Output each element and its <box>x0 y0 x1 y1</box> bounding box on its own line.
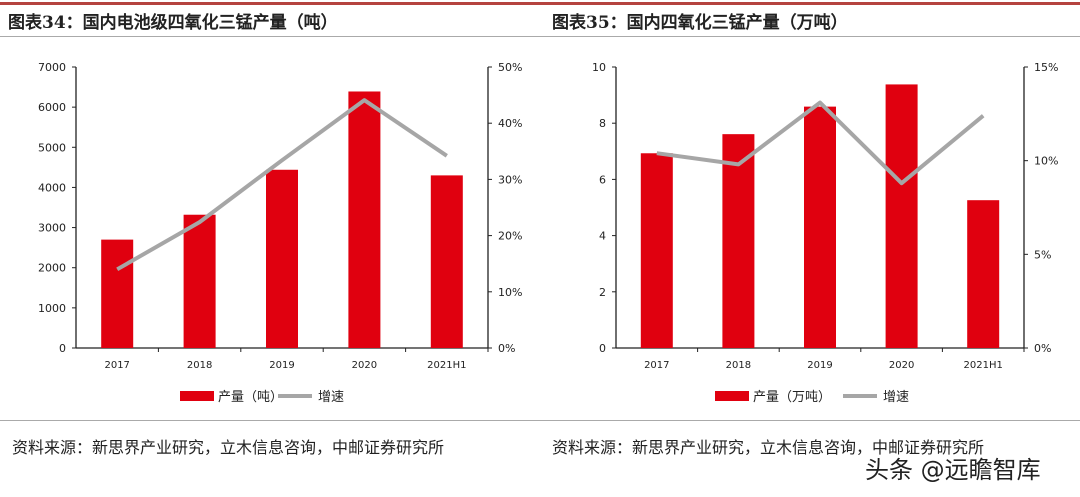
bar <box>348 91 381 348</box>
y-tick-label: 7000 <box>38 61 66 74</box>
y2-tick-label: 0% <box>498 342 515 355</box>
chart-title-35: 图表35：国内四氧化三锰产量（万吨） <box>552 13 848 33</box>
y-tick-label: 0 <box>59 342 66 355</box>
bar <box>885 84 918 348</box>
y2-tick-label: 30% <box>498 173 522 186</box>
y-tick-label: 0 <box>599 342 606 355</box>
bar <box>804 106 836 348</box>
chart-title-34: 图表34：国内电池级四氧化三锰产量（吨） <box>8 13 338 33</box>
bar <box>967 200 1000 348</box>
x-tick-label: 2021H1 <box>964 360 1003 371</box>
x-tick-label: 2018 <box>187 360 212 371</box>
y-tick-label: 10 <box>592 61 606 74</box>
y-tick-label: 1000 <box>38 302 66 315</box>
bar <box>430 175 463 348</box>
chart-35: 0 2 4 6 8 10 0% 5% 10% 15% 2017 2018 2019 2020 2021H1 产… <box>592 61 1058 405</box>
x-tick-label: 2017 <box>104 360 129 371</box>
chart-34: 0 1000 2000 3000 4000 5000 6000 7000 0% 10% 20% 30%… <box>38 61 522 405</box>
y-tick-label: 2 <box>599 286 606 299</box>
legend-bar-label: 产量（吨） <box>218 390 283 405</box>
bar <box>101 239 134 348</box>
x-tick-label: 2019 <box>807 360 832 371</box>
watermark: 头条 @远瞻智库 <box>865 456 1041 484</box>
bar <box>266 169 298 348</box>
y-tick-label: 2000 <box>38 262 66 275</box>
x-tick-label: 2018 <box>726 360 751 371</box>
x-tick-label: 2017 <box>644 360 669 371</box>
y-tick-label: 3000 <box>38 222 66 235</box>
y2-tick-label: 20% <box>498 230 522 243</box>
y2-tick-label: 10% <box>1034 155 1058 168</box>
legend-bar-label: 产量（万吨） <box>753 390 831 405</box>
x-tick-label: 2020 <box>352 360 377 371</box>
bar <box>722 134 755 348</box>
source-note-34: 资料来源：新思界产业研究，立木信息咨询，中邮证券研究所 <box>12 438 445 457</box>
y-tick-label: 4000 <box>38 181 66 194</box>
source-note-35: 资料来源：新思界产业研究，立木信息咨询，中邮证券研究所 <box>552 438 985 457</box>
y2-tick-label: 15% <box>1034 61 1058 74</box>
top-rule <box>0 2 1080 5</box>
x-tick-label: 2019 <box>269 360 294 371</box>
y-tick-label: 5000 <box>38 141 66 154</box>
legend-bar-swatch <box>715 391 749 401</box>
y-tick-label: 6 <box>599 173 606 186</box>
legend-line-label: 增速 <box>318 390 344 405</box>
x-tick-label: 2021H1 <box>427 360 466 371</box>
bar <box>640 153 673 348</box>
y2-tick-label: 0% <box>1034 342 1051 355</box>
legend-line-label: 增速 <box>883 390 909 405</box>
title-divider <box>0 36 1080 37</box>
bar <box>183 214 216 348</box>
legend-bar-swatch <box>180 391 214 401</box>
y2-tick-label: 5% <box>1034 248 1051 261</box>
y2-tick-label: 10% <box>498 286 522 299</box>
y2-tick-label: 40% <box>498 117 522 130</box>
y-tick-label: 4 <box>599 230 606 243</box>
y-tick-label: 8 <box>599 117 606 130</box>
y-tick-label: 6000 <box>38 101 66 114</box>
y2-tick-label: 50% <box>498 61 522 74</box>
x-tick-label: 2020 <box>889 360 914 371</box>
source-divider <box>0 420 1080 421</box>
